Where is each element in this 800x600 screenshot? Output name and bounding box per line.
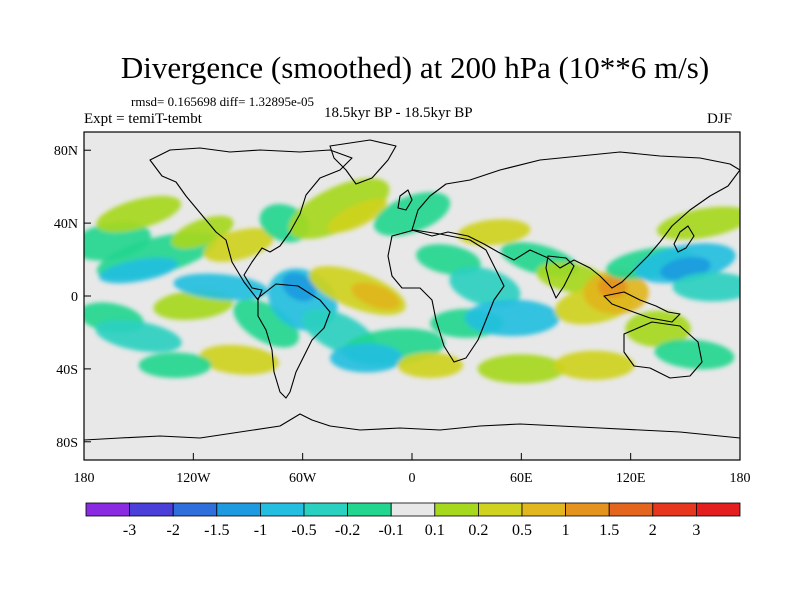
contour-region xyxy=(672,272,740,302)
contour-region xyxy=(397,352,464,378)
colorbar-swatch xyxy=(85,502,130,517)
coastline-australia xyxy=(623,321,703,379)
contour-region xyxy=(554,350,635,380)
contour-region xyxy=(416,244,481,276)
colorbar-label: -1 xyxy=(254,522,267,539)
colorbar-label: 0.2 xyxy=(468,522,488,539)
colorbar-swatch xyxy=(434,502,479,517)
x-tick-label: 60E xyxy=(510,471,533,486)
coastline-north-america xyxy=(149,147,353,301)
colorbar-label: -0.2 xyxy=(335,522,360,539)
colorbar-label: 1.5 xyxy=(599,522,619,539)
contour-region xyxy=(330,343,403,373)
colorbar-swatch xyxy=(652,502,697,517)
colorbar-label: 1 xyxy=(562,522,570,539)
contour-region xyxy=(138,352,212,378)
colorbar-label: 2 xyxy=(649,522,657,539)
contour-region xyxy=(96,195,182,233)
y-tick-label: 40S xyxy=(56,363,78,378)
colorbar-label: 0.1 xyxy=(425,522,445,539)
contour-region xyxy=(99,257,179,284)
chart-title: Divergence (smoothed) at 200 hPa (10**6 … xyxy=(120,50,710,85)
colorbar-swatch xyxy=(347,502,392,517)
coastline-south-america xyxy=(257,283,331,399)
colorbar-swatch xyxy=(172,502,218,517)
coastline-eurasia xyxy=(411,151,740,289)
contour-region xyxy=(449,266,521,307)
x-tick-label: 120E xyxy=(616,471,646,486)
period-label: 18.5kyr BP - 18.5kyr BP xyxy=(324,105,473,121)
y-tick-label: 80N xyxy=(54,144,78,159)
colorbar-label: -3 xyxy=(123,522,136,539)
contour-region xyxy=(198,344,279,375)
colorbar-swatch xyxy=(259,502,305,517)
colorbar-swatch xyxy=(477,502,523,517)
x-tick-label: 0 xyxy=(409,471,416,486)
coastline-greenland xyxy=(329,139,397,185)
contour-region xyxy=(173,273,268,301)
x-tick-label: 120W xyxy=(176,471,211,486)
stats-text: rmsd= 0.165698 diff= 1.32895e-05 xyxy=(131,94,315,109)
season-label: DJF xyxy=(707,111,733,127)
colorbar-swatch xyxy=(565,502,610,517)
colorbar-swatch xyxy=(129,502,174,517)
colorbar-label: -0.5 xyxy=(291,522,316,539)
contour-region xyxy=(95,319,182,353)
colorbar-swatch xyxy=(390,502,436,517)
colorbar-label: -1.5 xyxy=(204,522,229,539)
coastline-uk xyxy=(397,189,413,211)
x-tick-label: 180 xyxy=(74,471,95,486)
colorbar-swatch xyxy=(521,502,566,517)
y-tick-label: 40N xyxy=(54,217,78,232)
x-tick-label: 180 xyxy=(730,471,751,486)
colorbar-label: -2 xyxy=(167,522,180,539)
colorbar-swatch xyxy=(303,502,348,517)
colorbar-label: 3 xyxy=(692,522,700,539)
contour-region xyxy=(327,198,388,233)
coastline-india xyxy=(545,255,575,299)
contour-region xyxy=(464,299,560,337)
experiment-label: Expt = temiT-tembt xyxy=(84,111,202,127)
contour-region xyxy=(457,219,531,246)
colorbar-swatch xyxy=(696,502,741,517)
colorbar-label: 0.5 xyxy=(512,522,532,539)
coastline-japan xyxy=(673,225,695,253)
y-tick-label: 80S xyxy=(56,436,78,451)
contour-region xyxy=(373,192,451,236)
coastline-maritime-continent xyxy=(603,291,681,323)
coastline-africa xyxy=(387,229,505,363)
contour-region xyxy=(288,178,390,239)
contour-region xyxy=(233,299,300,348)
contour-region xyxy=(477,354,566,384)
x-tick-label: 60W xyxy=(289,471,317,486)
colorbar-label: -0.1 xyxy=(379,522,404,539)
contour-region xyxy=(351,282,400,310)
contour-region xyxy=(171,215,234,249)
colorbar-swatch xyxy=(608,502,654,517)
coastline-antarctica xyxy=(84,413,740,441)
y-tick-label: 0 xyxy=(71,290,78,305)
colorbar-swatch xyxy=(216,502,261,517)
contour-region xyxy=(654,339,735,370)
